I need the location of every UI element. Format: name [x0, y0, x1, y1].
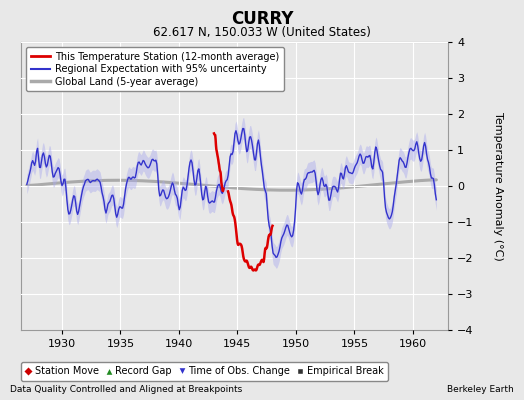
Text: Data Quality Controlled and Aligned at Breakpoints: Data Quality Controlled and Aligned at B…: [10, 385, 243, 394]
Text: 62.617 N, 150.033 W (United States): 62.617 N, 150.033 W (United States): [153, 26, 371, 39]
Legend: Station Move, Record Gap, Time of Obs. Change, Empirical Break: Station Move, Record Gap, Time of Obs. C…: [21, 362, 388, 381]
Text: Berkeley Earth: Berkeley Earth: [447, 385, 514, 394]
Y-axis label: Temperature Anomaly (°C): Temperature Anomaly (°C): [493, 112, 503, 260]
Text: CURRY: CURRY: [231, 10, 293, 28]
